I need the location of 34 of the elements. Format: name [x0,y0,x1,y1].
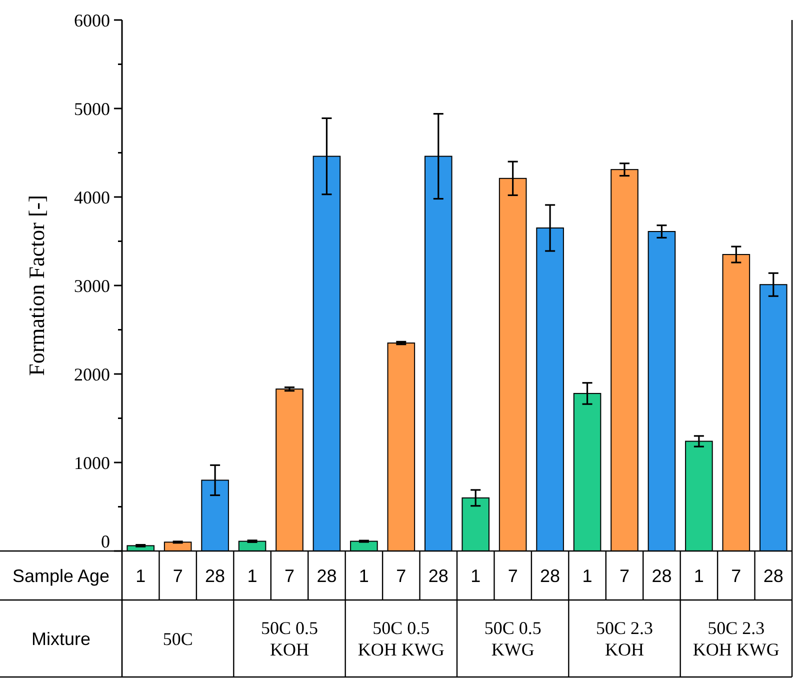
text: 1 [470,566,481,586]
text: 1 [582,566,592,586]
text: 7 [396,566,406,586]
series-label: 1 [136,566,146,586]
x-tick-label: 50C 0.5 KOH [260,618,318,660]
x-tick-label: 50C 0.5 KWG [484,618,542,660]
text: 28 [428,566,448,586]
text: 1 [358,566,369,586]
text: 7 [508,566,518,586]
text: 28 [763,566,784,586]
x-tick-label: 50C 2.3 KOH KWG [692,618,780,660]
y-tick-label: 6000 [74,10,110,30]
series-label: 28 [205,566,226,586]
text: 28 [316,566,337,586]
y-tick-label: 3000 [74,276,110,296]
text: 28 [652,566,672,586]
text: 28 [540,566,560,586]
y-tick-label: 5000 [74,98,110,119]
series-label: 7 [172,566,183,586]
text: Sample Age [12,566,110,586]
y-tick-label: 4000 [74,187,110,208]
text: 7 [731,566,742,586]
x-axis-title: Mixture [31,628,91,649]
text: 7 [284,566,295,586]
x-tick-label: 50C 0.5 KOH KWG [358,618,444,660]
x-tick-label: 50C 2.3 KOH [596,618,654,660]
text: 1 [694,566,704,586]
y-tick-label: 0 [101,531,110,552]
text: 1 [247,566,258,586]
text: 7 [619,566,630,586]
y-tick-label: 2000 [74,364,110,384]
x-tick-label: 50C [162,628,193,649]
y-axis-title: Formation Factor [-] [24,195,49,376]
y-tick-label: 1000 [74,452,110,473]
